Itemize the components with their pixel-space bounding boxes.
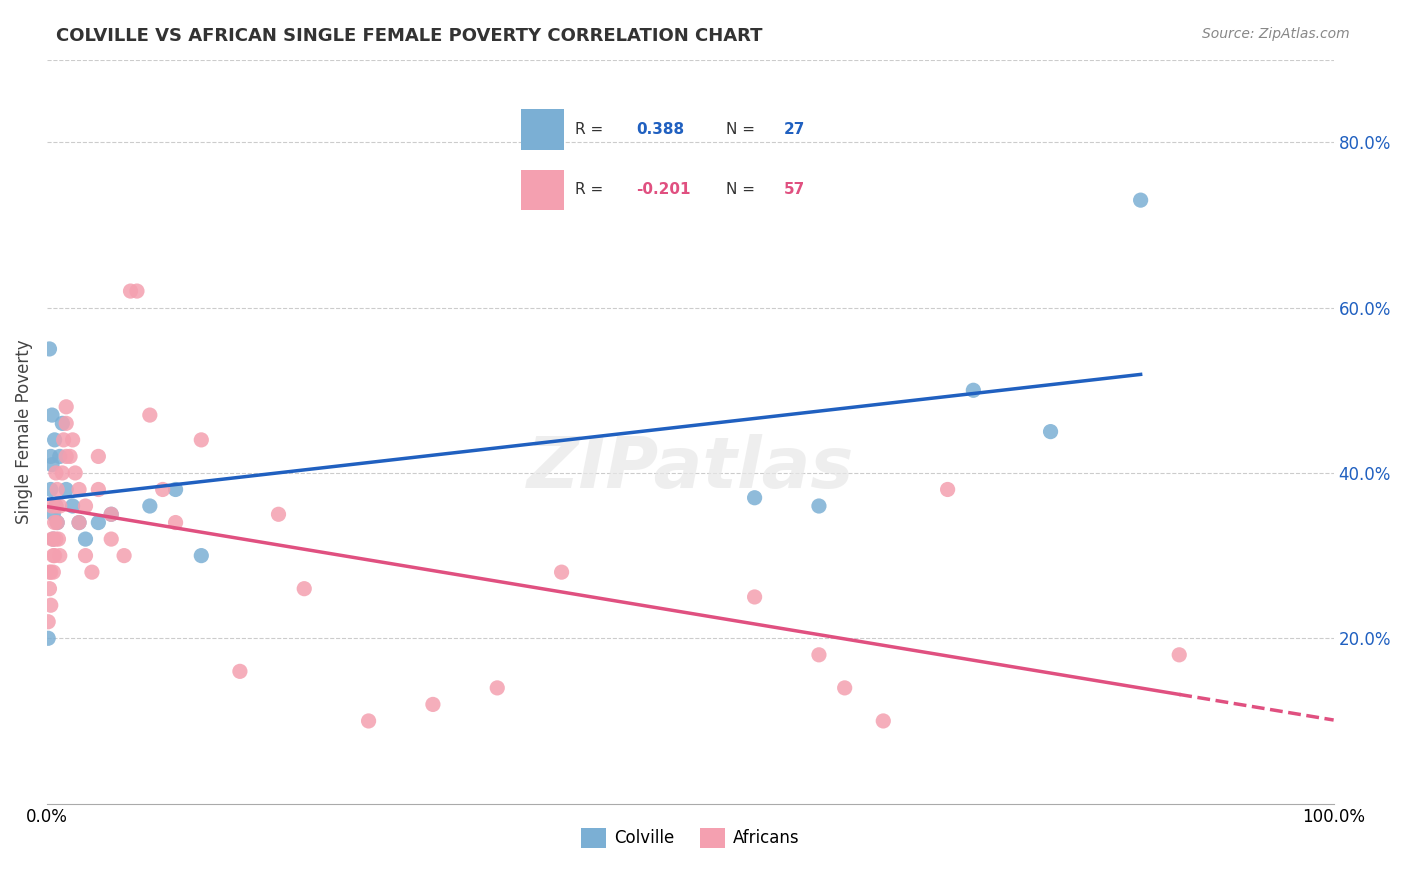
Point xyxy=(834,681,856,695)
Point xyxy=(1168,648,1191,662)
Point xyxy=(48,532,70,546)
Point xyxy=(75,532,97,546)
Point xyxy=(165,516,187,530)
Point xyxy=(38,565,60,579)
Point xyxy=(55,400,77,414)
Point xyxy=(87,450,110,464)
Point xyxy=(962,384,984,398)
Point xyxy=(45,466,67,480)
Point xyxy=(1039,425,1062,439)
Point xyxy=(550,565,572,579)
Point xyxy=(100,508,122,522)
Point xyxy=(67,483,90,497)
Point xyxy=(62,499,84,513)
Point xyxy=(41,458,63,472)
Point xyxy=(486,681,509,695)
Point xyxy=(139,408,162,422)
Point xyxy=(744,491,766,505)
Y-axis label: Single Female Poverty: Single Female Poverty xyxy=(15,339,32,524)
Point xyxy=(37,615,59,629)
Point xyxy=(51,417,73,431)
Point xyxy=(42,532,65,546)
Point xyxy=(75,549,97,563)
Point xyxy=(49,549,72,563)
Point xyxy=(190,549,212,563)
Point xyxy=(87,483,110,497)
Point xyxy=(125,284,148,298)
Text: ZIPatlas: ZIPatlas xyxy=(527,434,853,503)
Point xyxy=(41,408,63,422)
Point xyxy=(229,665,252,679)
Point xyxy=(165,483,187,497)
Point xyxy=(44,516,66,530)
Point xyxy=(67,516,90,530)
Point xyxy=(63,466,86,480)
Point xyxy=(744,590,766,604)
Point xyxy=(44,549,66,563)
Point xyxy=(62,433,84,447)
Point xyxy=(51,466,73,480)
Point xyxy=(357,714,380,728)
Point xyxy=(1129,193,1152,207)
Point xyxy=(87,516,110,530)
Text: COLVILLE VS AFRICAN SINGLE FEMALE POVERTY CORRELATION CHART: COLVILLE VS AFRICAN SINGLE FEMALE POVERT… xyxy=(56,27,762,45)
Point xyxy=(38,582,60,596)
Point xyxy=(49,450,72,464)
Point xyxy=(59,450,82,464)
Point xyxy=(80,565,103,579)
Point xyxy=(39,598,62,612)
Point xyxy=(45,532,67,546)
Point xyxy=(807,648,830,662)
Legend: Colville, Africans: Colville, Africans xyxy=(574,822,806,855)
Point xyxy=(42,549,65,563)
Point xyxy=(46,516,69,530)
Point xyxy=(292,582,315,596)
Point xyxy=(49,499,72,513)
Point xyxy=(55,417,77,431)
Point xyxy=(44,433,66,447)
Point xyxy=(100,508,122,522)
Point xyxy=(42,532,65,546)
Point xyxy=(38,342,60,356)
Point xyxy=(46,516,69,530)
Point xyxy=(39,565,62,579)
Point xyxy=(55,450,77,464)
Point xyxy=(120,284,142,298)
Point xyxy=(872,714,894,728)
Point xyxy=(39,450,62,464)
Point xyxy=(45,499,67,513)
Point xyxy=(112,549,135,563)
Point xyxy=(46,483,69,497)
Point xyxy=(42,508,65,522)
Point xyxy=(45,499,67,513)
Point xyxy=(422,698,444,712)
Point xyxy=(37,632,59,646)
Point xyxy=(936,483,959,497)
Point xyxy=(55,483,77,497)
Point xyxy=(139,499,162,513)
Point xyxy=(42,565,65,579)
Point xyxy=(39,483,62,497)
Point xyxy=(807,499,830,513)
Point xyxy=(190,433,212,447)
Point xyxy=(152,483,174,497)
Point xyxy=(41,499,63,513)
Point xyxy=(41,532,63,546)
Point xyxy=(67,516,90,530)
Point xyxy=(52,433,75,447)
Point xyxy=(267,508,290,522)
Text: Source: ZipAtlas.com: Source: ZipAtlas.com xyxy=(1202,27,1350,41)
Point xyxy=(100,532,122,546)
Point xyxy=(75,499,97,513)
